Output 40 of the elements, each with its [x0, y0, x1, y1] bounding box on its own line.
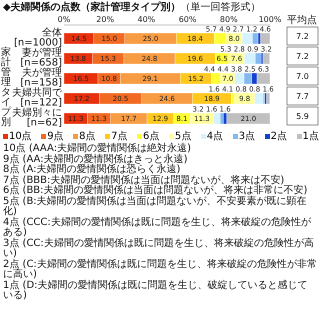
- x-tick-label: 100%: [258, 15, 282, 24]
- chart-title: ◆夫婦関係の点数（家計管理タイプ別）: [3, 2, 181, 13]
- y-tick-label: 全体[n=1000]: [14, 26, 62, 48]
- text: 4点 (CCC:夫婦間の愛情関係は既に問題を生じ、将来破綻の危険性がある): [3, 216, 311, 238]
- text: 家計管理タイプ別: [1, 46, 12, 128]
- text: 7点 (BBB:夫婦間の愛情関係は当面は問題ないが、将来は不安): [3, 174, 284, 186]
- legend-label: 6点: [142, 131, 160, 142]
- text: 5.9: [296, 112, 309, 121]
- x-tick-label: 40%: [138, 15, 156, 24]
- legend-label: 5点: [174, 131, 192, 142]
- text: 9点 (AA:夫婦間の愛情関係はきっと永遠): [3, 154, 188, 164]
- text: 2点 (C:夫婦間の愛情関係は既に問題を生じ、将来破綻の危険性が非常に高い): [3, 258, 317, 280]
- chart-subtitle: （単一回答形式）: [180, 2, 261, 13]
- text: 8点 (A:夫婦間の愛情関係は恐らく永遠): [3, 164, 182, 175]
- text: 7.2: [296, 52, 309, 61]
- y-tick-label: 夫婦別々に[n=62]: [12, 106, 62, 128]
- legend-label: 9点: [47, 131, 64, 142]
- x-tick-label: 0%: [58, 15, 71, 24]
- text: 7.7: [296, 92, 309, 101]
- text: 6点 (BB:夫婦間の愛情関係は当面は問題ないが、将来は非常に不安): [3, 185, 308, 196]
- x-tick-label: 80%: [220, 15, 238, 24]
- text: 5点 (B:夫婦間の愛情関係は当面は問題ないが、不安要素が既に顕在化): [3, 196, 308, 217]
- y-tick-label: 妻が管理[n=658]: [20, 46, 62, 68]
- text: 7.2: [296, 32, 309, 41]
- legend-label: 10点: [9, 131, 32, 142]
- legend-label: 7点: [111, 131, 128, 142]
- text: 7.0: [296, 72, 309, 81]
- y-tick-label: 夫婦共同で[n=122]: [12, 86, 63, 108]
- x-tick-label: 60%: [178, 15, 197, 24]
- y-tick-label: 夫が管理[n=158]: [20, 66, 62, 88]
- legend-label: 2点: [270, 131, 287, 142]
- legend-label: 8点: [79, 131, 96, 142]
- x-tick-label: 20%: [96, 15, 114, 24]
- text: 平均点: [287, 14, 317, 26]
- legend-label: 3点: [238, 131, 256, 142]
- text: 10点 (AAA:夫婦間の愛情関係は絶対永遠): [3, 143, 192, 154]
- legend-label: 1点: [302, 131, 319, 142]
- text: 3点 (CC:夫婦間の愛情関係は既に問題を生じ、将来破綻の危険性が高い): [3, 238, 314, 259]
- legend-label: 4点: [206, 131, 224, 142]
- text: 1点 (D:夫婦間の愛情関係は既に問題を生じ、破綻していると感じている): [3, 280, 309, 302]
